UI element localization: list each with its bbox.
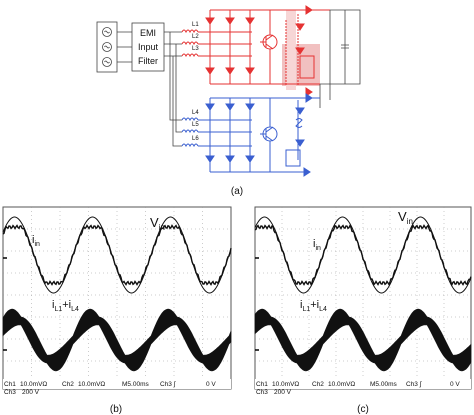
filter-label-line-2: Input [138, 42, 159, 52]
diode-upper-10-icon [305, 87, 313, 97]
scope-c-status-ch3-scale: 200 V [274, 389, 292, 396]
circuit-diagram [96, 21, 182, 147]
inductor-l4-icon [181, 117, 199, 122]
scope-c-status-ch1: Ch1 [256, 381, 268, 388]
scope-b-status-ch3: Ch3 [4, 389, 16, 396]
diode-lower-5-icon [225, 155, 235, 163]
diode-lower-8-icon [305, 93, 313, 103]
scope-b-status-ch1-scale: 10.0mVΩ [20, 381, 47, 388]
inductor-l2-icon [181, 41, 199, 46]
diode-lower-2-icon [225, 103, 235, 111]
scope-c-frame [254, 206, 472, 390]
diode-upper-6-icon [245, 67, 255, 75]
inductors [181, 29, 199, 148]
inductor-label-l3: L3 [192, 46, 199, 52]
diode-lower-1-icon [205, 103, 215, 111]
diode-lower-9-icon [295, 139, 305, 147]
scope-c-il-sum-label: iL1+iL4 [300, 299, 327, 313]
inductor-labels: L1 L2 L3 L4 L5 L6 [192, 22, 199, 142]
emi-filter-box [131, 22, 165, 72]
scope-c-status-trigger-level: 0 V [450, 381, 460, 388]
scope-c-status-trigger: Ch3 ∫ [406, 381, 422, 388]
scope-b-status-ch3-scale: 200 V [22, 389, 40, 396]
scope-c-status-ch2: Ch2 [312, 381, 324, 388]
diode-lower-7-icon [295, 107, 305, 115]
scope-b: Ch1 10.0mVΩ Ch2 10.0mVΩ M5.00ms Ch3 ∫ 0 … [2, 206, 232, 415]
lower-converter [198, 93, 320, 177]
scope-b-status-trigger: Ch3 ∫ [160, 381, 176, 388]
scope-b-frame [2, 206, 232, 390]
inductor-label-l5: L5 [192, 122, 199, 128]
scope-c-iin-label: iin [313, 238, 321, 252]
scope-c-status-ch3: Ch3 [256, 389, 268, 396]
scope-b-status-trigger-level: 0 V [206, 381, 216, 388]
output-capacitor-icon [341, 44, 349, 49]
scope-b-iin-trace [2, 224, 232, 286]
inductor-l6-icon [181, 143, 199, 148]
inductor-label-l2: L2 [192, 34, 199, 40]
scope-c-status-ch2-scale: 10.0mVΩ [328, 381, 355, 388]
diode-upper-4-icon [205, 67, 215, 75]
scope-c-grid [255, 207, 471, 379]
diode-upper-5-icon [225, 67, 235, 75]
scope-b-status-ch2-scale: 10.0mVΩ [78, 381, 105, 388]
filter-label-line-3: Filter [138, 56, 158, 66]
scope-c: Ch1 10.0mVΩ Ch2 10.0mVΩ M5.00ms Ch3 ∫ 0 … [254, 206, 472, 415]
inductor-label-l1: L1 [192, 22, 199, 28]
lower-transformer-icon [295, 118, 303, 128]
ac-source-2-icon [102, 42, 112, 52]
inductor-label-l4: L4 [192, 110, 199, 116]
upper-module-box [299, 55, 315, 79]
panel-label-a: (a) [231, 186, 243, 197]
upper-converter [198, 5, 330, 97]
diode-lower-10-icon [303, 167, 311, 177]
circuit-text: EMI Input Filter [138, 28, 159, 66]
inductor-label-l6: L6 [192, 136, 199, 142]
filter-label-line-1: EMI [140, 28, 156, 38]
scope-b-status-ch1: Ch1 [4, 381, 16, 388]
scope-c-status-timebase: M5.00ms [370, 381, 397, 388]
inductor-l1-icon [181, 29, 199, 34]
diode-upper-3-icon [245, 17, 255, 25]
scope-b-status-ch2: Ch2 [62, 381, 74, 388]
scope-c-status-bar: Ch1 10.0mVΩ Ch2 10.0mVΩ M5.00ms Ch3 ∫ 0 … [256, 381, 460, 396]
ac-source-group [96, 21, 132, 73]
output-stage [319, 9, 361, 108]
diode-lower-4-icon [205, 155, 215, 163]
diode-lower-3-icon [245, 103, 255, 111]
scope-c-il-sum-trace [254, 308, 472, 372]
diode-upper-8-icon [305, 5, 313, 15]
ac-source-3-icon [102, 57, 112, 67]
scope-b-il-sum-trace [2, 308, 232, 372]
diode-upper-2-icon [225, 17, 235, 25]
scope-b-vin-label: Vin [150, 215, 165, 232]
scope-b-il-sum-label: iL1+iL4 [52, 299, 79, 313]
diode-lower-6-icon [245, 155, 255, 163]
scope-c-status-ch1-scale: 10.0mVΩ [272, 381, 299, 388]
panel-label-b: (b) [110, 404, 122, 415]
ac-source-1-icon [102, 27, 112, 37]
scope-b-iin-label: iin [32, 234, 40, 248]
inductor-l5-icon [181, 129, 199, 134]
inductor-l3-icon [181, 53, 199, 58]
panel-label-c: (c) [357, 404, 369, 415]
scope-b-status-bar: Ch1 10.0mVΩ Ch2 10.0mVΩ M5.00ms Ch3 ∫ 0 … [4, 381, 216, 396]
scope-c-vin-label: Vin [398, 209, 413, 226]
diode-upper-7-icon [295, 23, 305, 31]
scope-b-status-timebase: M5.00ms [122, 381, 149, 388]
diode-upper-1-icon [205, 17, 215, 25]
scope-c-iin-trace [254, 223, 472, 287]
